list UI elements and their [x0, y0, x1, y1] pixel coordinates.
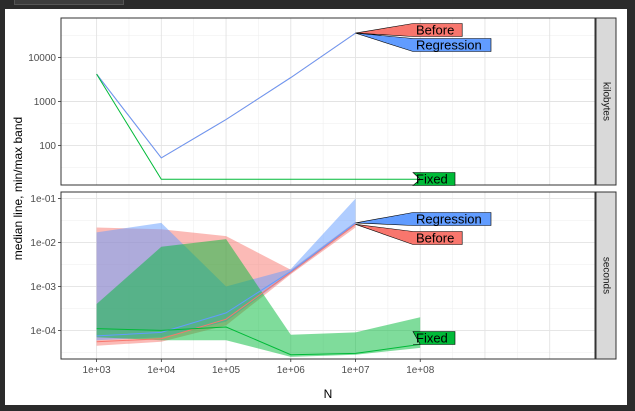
- x-tick-label: 1e+07: [341, 365, 370, 376]
- label-box-before: [355, 23, 463, 37]
- y-tick-label: 1e-04: [30, 326, 56, 337]
- chart-area: 100 1000 10000 kilobytes Before Regression Fix…: [5, 9, 627, 405]
- label-regression: Regression: [416, 38, 482, 53]
- strip-kilobytes: [595, 17, 617, 186]
- label-box-regression: [355, 212, 492, 226]
- label-fixed: Fixed: [416, 172, 448, 187]
- y-tick-label: 1e-01: [30, 194, 56, 205]
- line-before: [96, 223, 356, 343]
- x-axis-title: N: [324, 387, 333, 401]
- label-before: Before: [416, 231, 454, 246]
- y-tick-label: 1000: [34, 97, 57, 108]
- label-before: Before: [416, 23, 454, 38]
- line-fixed: [96, 326, 421, 356]
- label-box-before: [355, 224, 463, 245]
- faceted-line-chart: 100100010000kilobytesBeforeRegressionFix…: [11, 17, 617, 401]
- x-tick-label: 1e+03: [83, 365, 112, 376]
- label-box-fixed: [412, 331, 456, 345]
- line-regression: [96, 32, 356, 159]
- y-tick-label: 10000: [28, 53, 56, 64]
- strip-label: kilobytes: [601, 82, 612, 121]
- line-regression: [96, 222, 356, 337]
- label-fixed: Fixed: [416, 331, 448, 346]
- y-axis-title: median line, min/max band: [11, 117, 25, 260]
- y-tick-label: 1e-03: [30, 282, 56, 293]
- x-tick-label: 1e+08: [406, 365, 435, 376]
- label-box-regression: [355, 32, 492, 52]
- x-tick-label: 1e+06: [277, 365, 306, 376]
- strip-label: seconds: [601, 257, 612, 294]
- y-tick-label: 1e-02: [30, 238, 56, 249]
- x-tick-label: 1e+05: [212, 365, 241, 376]
- y-tick-label: 100: [39, 141, 56, 152]
- label-box-fixed: [412, 172, 456, 186]
- strip-seconds: [595, 191, 617, 360]
- panel-border: [60, 191, 596, 360]
- line-fixed: [96, 73, 421, 180]
- label-regression: Regression: [416, 212, 482, 227]
- window-tab[interactable]: [14, 0, 124, 5]
- x-tick-label: 1e+04: [147, 365, 176, 376]
